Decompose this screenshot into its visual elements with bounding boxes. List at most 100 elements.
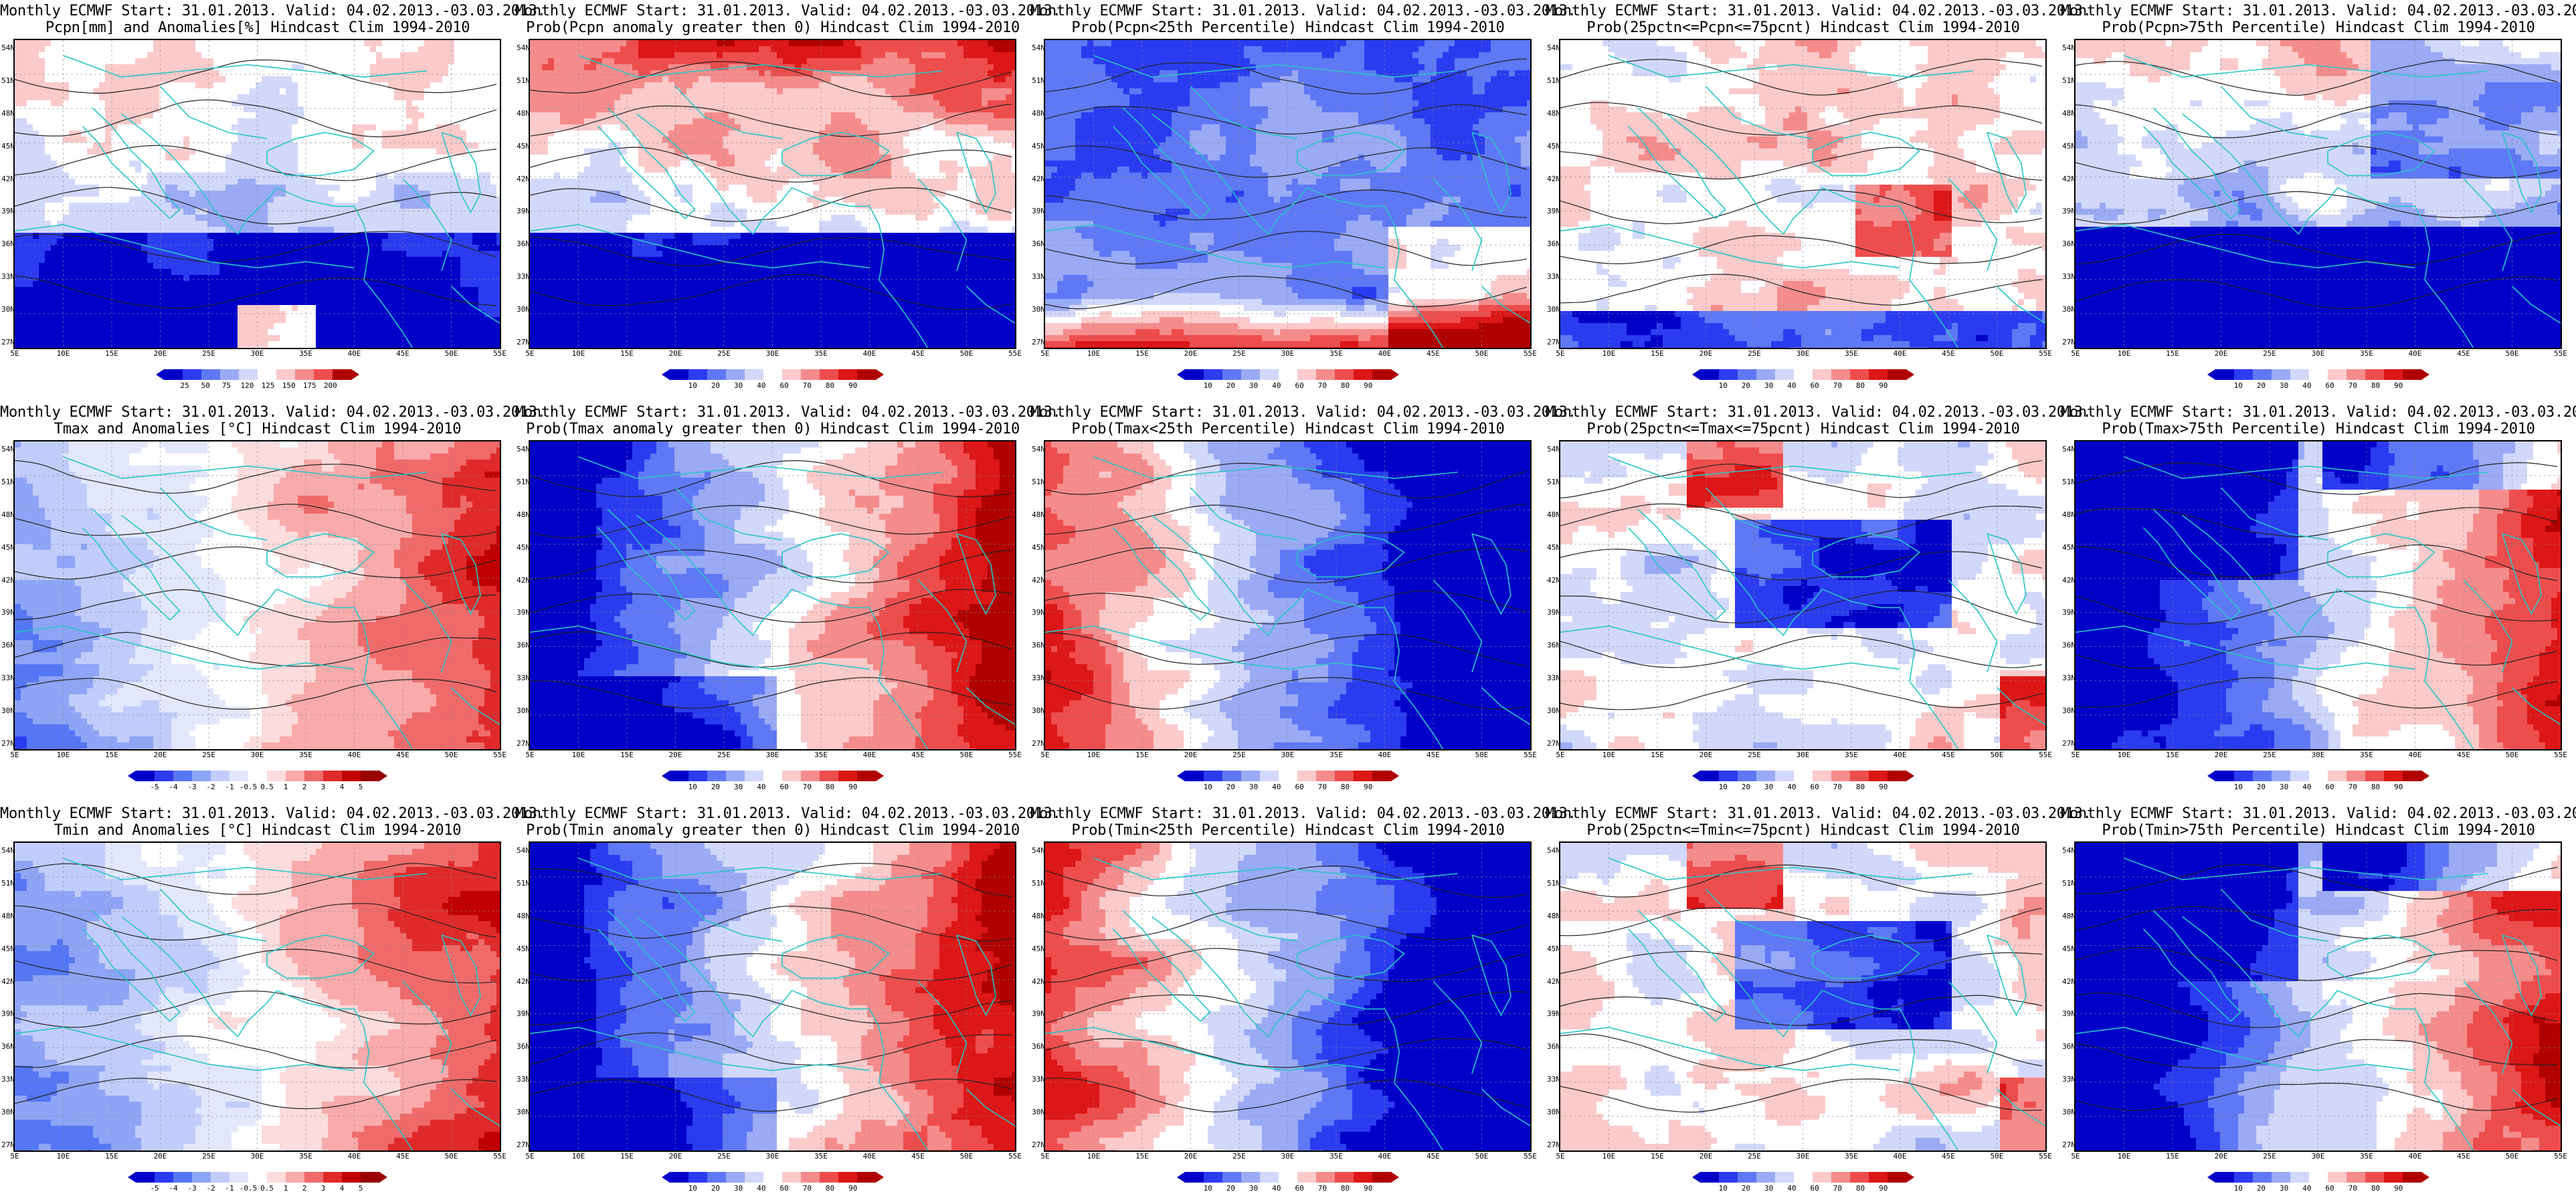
lon-tick-label: 5E [1556, 349, 1564, 358]
panel-title-line1: Monthly ECMWF Start: 31.01.2013. Valid: … [2061, 404, 2576, 421]
lat-tick-label: 39N [1546, 207, 1560, 215]
colorbar-tick-label: 20 [711, 783, 720, 791]
colorbar-max-arrow [2421, 771, 2429, 781]
colorbar-tick-label: 30 [1764, 381, 1773, 390]
lat-tick-label: 30N [0, 1108, 15, 1116]
colorbar-tick-label: 30 [2280, 1184, 2288, 1193]
colorbar-segment [2234, 1172, 2253, 1183]
panel-title-line1: Monthly ECMWF Start: 31.01.2013. Valid: … [2061, 3, 2576, 19]
lat-tick-label: 48N [1030, 510, 1045, 519]
panel-title-line2: Prob(Pcpn anomaly greater then 0) Hindca… [515, 19, 1030, 36]
colorbar-tick-label: 40 [1272, 783, 1281, 791]
map-field [2076, 843, 2561, 1150]
lon-tick-label: 15E [1651, 349, 1664, 358]
lon-tick-label: 10E [572, 349, 585, 358]
lon-tick-label: 5E [10, 750, 19, 759]
map-panel: Monthly ECMWF Start: 31.01.2013. Valid: … [1030, 0, 1546, 401]
lon-tick-label: 20E [1699, 1152, 1713, 1161]
colorbar-ticks: 10 20 30 40 60 70 80 90 [2207, 1184, 2429, 1193]
lat-tick-label: 36N [1546, 1042, 1560, 1051]
lat-tick-label: 30N [1546, 1108, 1560, 1116]
colorbar-segment [1260, 369, 1279, 380]
lon-tick-label: 45E [911, 349, 925, 358]
colorbar-segment [1279, 369, 1297, 380]
colorbar-tick-label: 10 [1204, 381, 1212, 390]
colorbar-segment [670, 1172, 688, 1183]
panel-title-line1: Monthly ECMWF Start: 31.01.2013. Valid: … [1546, 404, 2061, 421]
colorbar-segment [2215, 1172, 2234, 1183]
colorbar-max-arrow [1906, 1172, 1914, 1183]
lat-tick-label: 54N [0, 43, 15, 52]
colorbar-tick-label: 40 [2302, 783, 2311, 791]
colorbar-tick-label: 80 [2371, 1184, 2380, 1193]
lat-tick-label: 33N [515, 674, 530, 682]
colorbar-ticks: 10 20 30 40 60 70 80 90 [662, 381, 884, 391]
lat-tick-label: 27N [0, 1140, 15, 1149]
lat-tick-label: 42N [1030, 175, 1045, 183]
panel-title-line1: Monthly ECMWF Start: 31.01.2013. Valid: … [515, 3, 1030, 19]
colorbar-tick-label: 60 [2325, 381, 2334, 390]
lat-tick-label: 39N [0, 207, 15, 215]
colorbar-segment [211, 1172, 229, 1183]
lon-tick-label: 10E [2118, 349, 2131, 358]
lon-tick-label: 30E [766, 750, 779, 759]
lat-tick-label: 48N [515, 109, 530, 118]
lon-tick-label: 20E [669, 750, 682, 759]
colorbar-tick-label: 80 [2371, 783, 2380, 791]
map-plot-area [13, 39, 501, 349]
colorbar-segment [1354, 771, 1372, 781]
colorbar-ticks: 25 50 75 120 125 150 175 200 [156, 381, 359, 391]
colorbar-segment [1775, 771, 1794, 781]
lon-tick-label: 10E [57, 1152, 70, 1161]
lon-tick-label: 30E [1281, 750, 1295, 759]
lat-tick-label: 27N [515, 739, 530, 748]
panel-title-line2: Prob(Tmax>75th Percentile) Hindcast Clim… [2061, 421, 2576, 437]
colorbar-segment [1316, 1172, 1335, 1183]
lat-tick-label: 48N [0, 912, 15, 920]
lat-tick-label: 27N [1546, 739, 1560, 748]
lon-tick-label: 5E [525, 1152, 534, 1161]
colorbar-ticks: 10 20 30 40 60 70 80 90 [1177, 783, 1399, 792]
colorbar-segment [286, 771, 304, 781]
lat-tick-label: 42N [0, 977, 15, 986]
colorbar-ticks: 10 20 30 40 60 70 80 90 [2207, 381, 2429, 391]
panel-title-line1: Monthly ECMWF Start: 31.01.2013. Valid: … [1546, 805, 2061, 822]
colorbar-tick-label: 70 [1833, 1184, 1842, 1193]
lon-tick-label: 15E [105, 750, 118, 759]
lon-tick-label: 15E [1135, 349, 1149, 358]
colorbar-tick-label: 90 [1879, 783, 1888, 791]
lon-tick-label: 15E [1135, 1152, 1149, 1161]
lat-tick-label: 36N [1546, 641, 1560, 649]
lat-tick-label: 42N [1546, 977, 1560, 986]
lat-tick-label: 39N [2061, 608, 2076, 617]
colorbar-segment [1775, 369, 1794, 380]
lat-tick-label: 39N [2061, 1009, 2076, 1018]
lon-tick-label: 5E [10, 349, 19, 358]
colorbar-tick-label: 4 [340, 1184, 345, 1193]
map-panel: Monthly ECMWF Start: 31.01.2013. Valid: … [515, 0, 1030, 401]
lon-tick-label: 55E [2039, 1152, 2052, 1161]
lon-tick-label: 5E [525, 750, 534, 759]
colorbar-segment [314, 369, 333, 380]
colorbar [1692, 1172, 1914, 1183]
lat-tick-label: 33N [1546, 272, 1560, 281]
colorbar-segment [1204, 1172, 1222, 1183]
colorbar-segment [1888, 1172, 1906, 1183]
lat-tick-label: 33N [0, 1075, 15, 1084]
map-plot-area [2074, 841, 2562, 1152]
lon-tick-label: 45E [1427, 1152, 1440, 1161]
lat-tick-label: 45N [1546, 944, 1560, 953]
lat-tick-label: 51N [0, 478, 15, 486]
colorbar-segment [2328, 1172, 2347, 1183]
colorbar-segment [1700, 1172, 1719, 1183]
lat-tick-label: 54N [1030, 445, 1045, 454]
colorbar-tick-label: 1 [284, 783, 288, 791]
panel-title: Monthly ECMWF Start: 31.01.2013. Valid: … [1546, 3, 2061, 36]
colorbar-ticks: 10 20 30 40 60 70 80 90 [1177, 1184, 1399, 1193]
colorbar-min-arrow [2207, 771, 2215, 781]
panel-title-line1: Monthly ECMWF Start: 31.01.2013. Valid: … [1546, 3, 2061, 19]
lat-tick-label: 51N [1030, 76, 1045, 85]
colorbar-segment [304, 771, 323, 781]
colorbar-tick-label: 40 [757, 381, 765, 390]
